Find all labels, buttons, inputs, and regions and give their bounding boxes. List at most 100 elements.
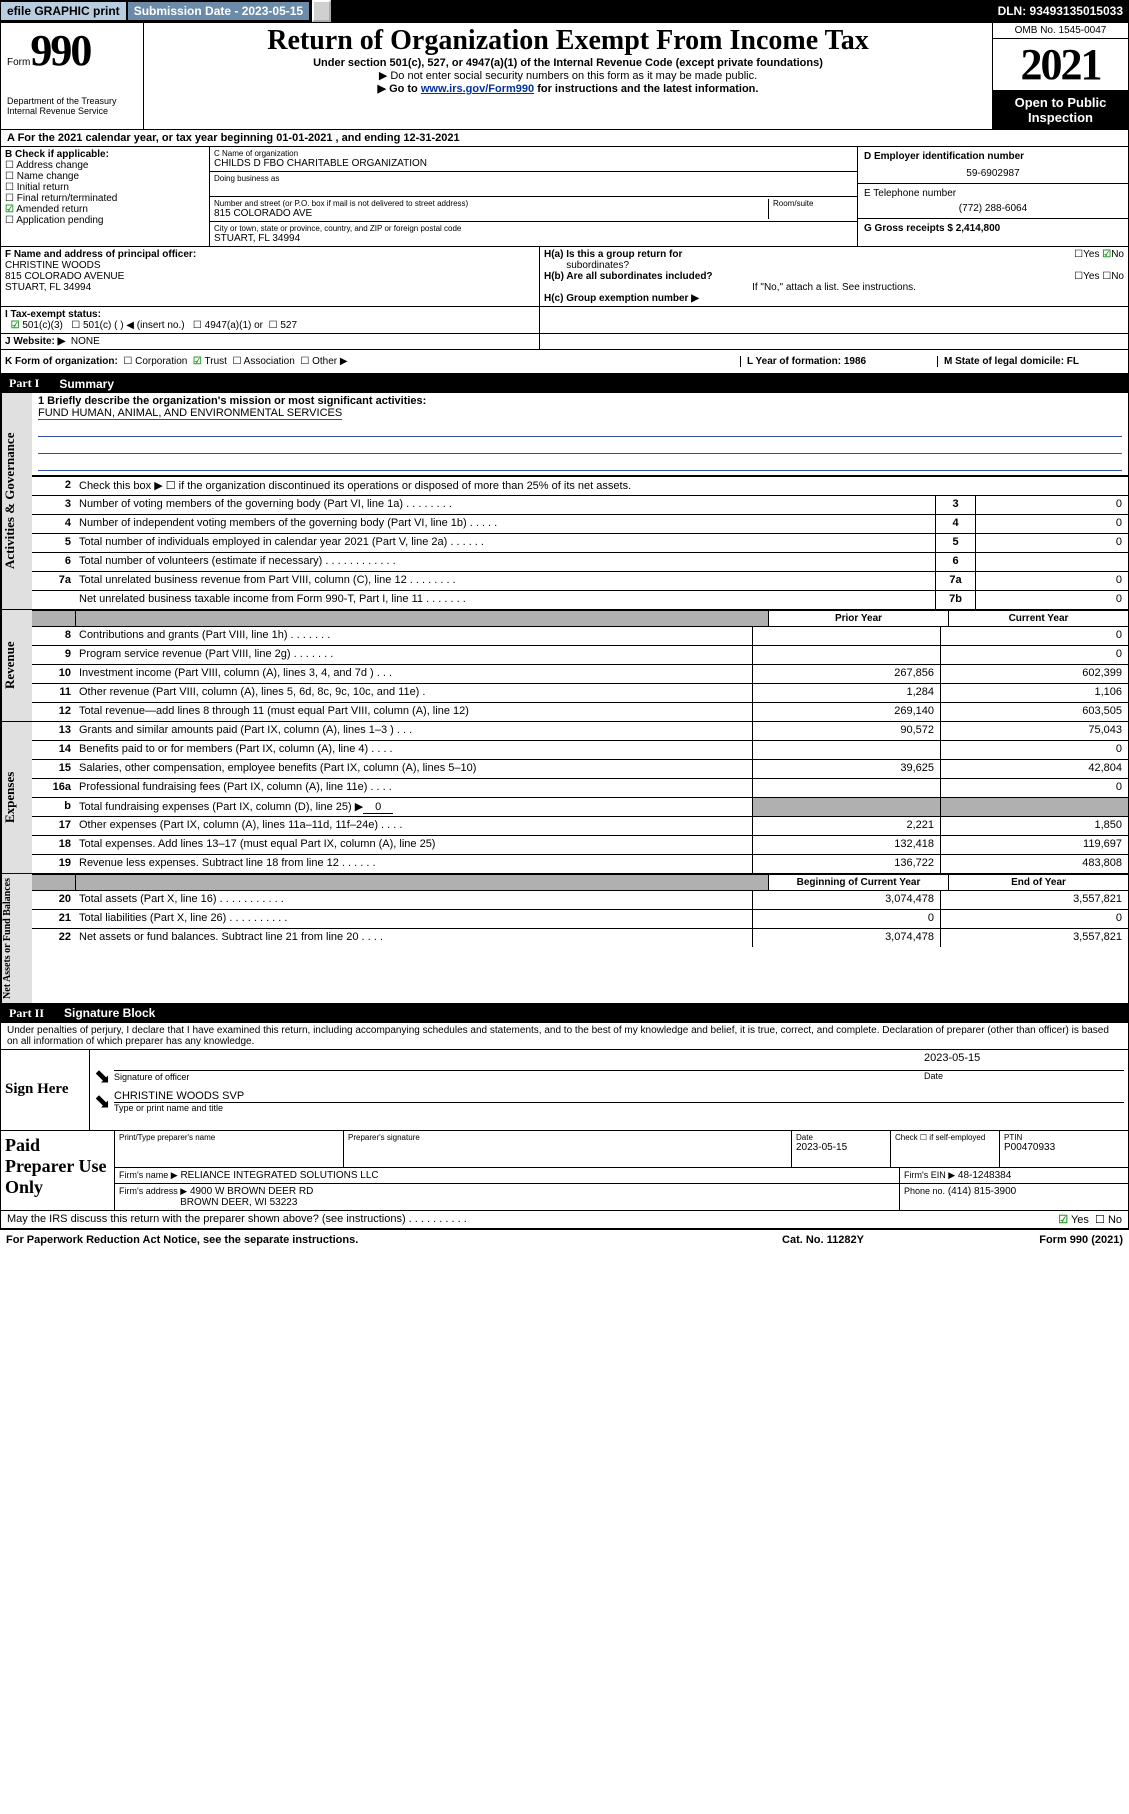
p16a bbox=[752, 779, 940, 797]
val-6 bbox=[975, 553, 1128, 571]
vlabel-netassets: Net Assets or Fund Balances bbox=[1, 874, 32, 1003]
chk-501c[interactable]: 501(c) ( ) ◀ (insert no.) bbox=[83, 320, 185, 331]
irs-link[interactable]: www.irs.gov/Form990 bbox=[421, 83, 534, 95]
row-4: Number of independent voting members of … bbox=[75, 515, 935, 533]
city-label: City or town, state or province, country… bbox=[214, 224, 853, 233]
c19: 483,808 bbox=[940, 855, 1128, 873]
submission-date: Submission Date - 2023-05-15 bbox=[127, 1, 310, 21]
p18: 132,418 bbox=[752, 836, 940, 854]
row-3: Number of voting members of the governin… bbox=[75, 496, 935, 514]
dba-label: Doing business as bbox=[214, 174, 853, 183]
row-10: Investment income (Part VIII, column (A)… bbox=[75, 665, 752, 683]
row-11: Other revenue (Part VIII, column (A), li… bbox=[75, 684, 752, 702]
phone-value: (772) 288-6064 bbox=[864, 203, 1122, 214]
chk-4947[interactable]: 4947(a)(1) or bbox=[205, 320, 263, 331]
officer-printname: CHRISTINE WOODS SVP bbox=[114, 1090, 1124, 1102]
p15: 39,625 bbox=[752, 760, 940, 778]
chk-other[interactable]: Other ▶ bbox=[312, 356, 347, 367]
hb-label: H(b) Are all subordinates included? bbox=[544, 271, 713, 282]
ha-sub: subordinates? bbox=[566, 260, 629, 271]
notice-2-pre: ▶ Go to bbox=[378, 83, 421, 95]
form-header: Form990 Department of the Treasury Inter… bbox=[1, 23, 1128, 130]
row-7a: Total unrelated business revenue from Pa… bbox=[75, 572, 935, 590]
f-label: F Name and address of principal officer: bbox=[5, 249, 196, 260]
prep-date: 2023-05-15 bbox=[796, 1142, 886, 1153]
row-18: Total expenses. Add lines 13–17 (must eq… bbox=[75, 836, 752, 854]
row-5: Total number of individuals employed in … bbox=[75, 534, 935, 552]
row-14: Benefits paid to or for members (Part IX… bbox=[75, 741, 752, 759]
discuss-q: May the IRS discuss this return with the… bbox=[7, 1213, 1058, 1226]
chk-address[interactable]: ☐ Address change bbox=[5, 160, 205, 171]
sig-date: 2023-05-15 bbox=[924, 1052, 1124, 1070]
gross-receipts: G Gross receipts $ 2,414,800 bbox=[864, 223, 1000, 234]
l-value: L Year of formation: 1986 bbox=[747, 356, 866, 367]
sig-officer-label: Signature of officer bbox=[114, 1070, 924, 1082]
penalty-text: Under penalties of perjury, I declare th… bbox=[1, 1023, 1128, 1050]
vlabel-revenue: Revenue bbox=[1, 610, 32, 721]
sign-arrow-icon: ⬊⬊ bbox=[94, 1052, 114, 1128]
top-bar: efile GRAPHIC print Submission Date - 20… bbox=[0, 0, 1129, 22]
dln-label: DLN: 93493135015033 bbox=[992, 2, 1129, 20]
p22: 3,074,478 bbox=[752, 929, 940, 947]
form-title: Return of Organization Exempt From Incom… bbox=[150, 25, 986, 57]
firm-ein-label: Firm's EIN ▶ bbox=[904, 1170, 955, 1180]
irs-label: Internal Revenue Service bbox=[7, 106, 137, 116]
p19: 136,722 bbox=[752, 855, 940, 873]
discuss-no[interactable]: No bbox=[1108, 1214, 1122, 1226]
j-label: J Website: ▶ bbox=[5, 336, 65, 347]
hb-yes[interactable]: Yes bbox=[1083, 271, 1099, 282]
firm-name: RELIANCE INTEGRATED SOLUTIONS LLC bbox=[180, 1170, 378, 1181]
p14 bbox=[752, 741, 940, 759]
website-value: NONE bbox=[71, 336, 100, 347]
ein-label: D Employer identification number bbox=[864, 151, 1024, 162]
chk-namechange[interactable]: ☐ Name change bbox=[5, 171, 205, 182]
val-16b: 0 bbox=[363, 801, 393, 814]
sig-date-label: Date bbox=[924, 1070, 1124, 1081]
hb-no[interactable]: No bbox=[1111, 271, 1124, 282]
chk-initial[interactable]: ☐ Initial return bbox=[5, 182, 205, 193]
ein-value: 59-6902987 bbox=[864, 168, 1122, 179]
p17: 2,221 bbox=[752, 817, 940, 835]
val-7a: 0 bbox=[975, 572, 1128, 590]
nav-btn[interactable] bbox=[312, 0, 331, 22]
ha-no[interactable]: No bbox=[1111, 249, 1124, 260]
row-22: Net assets or fund balances. Subtract li… bbox=[75, 929, 752, 947]
p12: 269,140 bbox=[752, 703, 940, 721]
addr-label: Number and street (or P.O. box if mail i… bbox=[214, 199, 764, 208]
room-label: Room/suite bbox=[773, 199, 853, 208]
chk-assoc[interactable]: Association bbox=[244, 356, 295, 367]
part-1-bar: Part ISummary bbox=[1, 374, 1128, 393]
chk-corp[interactable]: Corporation bbox=[135, 356, 187, 367]
hb-note: If "No," attach a list. See instructions… bbox=[544, 282, 1124, 293]
prep-name-label: Print/Type preparer's name bbox=[119, 1133, 339, 1142]
c16a: 0 bbox=[940, 779, 1128, 797]
form-label: Form bbox=[7, 57, 30, 68]
c11: 1,106 bbox=[940, 684, 1128, 702]
paid-label: Paid Preparer Use Only bbox=[1, 1131, 115, 1210]
sign-here-label: Sign Here bbox=[1, 1050, 90, 1130]
val-5: 0 bbox=[975, 534, 1128, 552]
chk-pending[interactable]: ☐ Application pending bbox=[5, 215, 205, 226]
discuss-yes[interactable]: Yes bbox=[1071, 1214, 1089, 1226]
chk-trust[interactable]: Trust bbox=[205, 356, 227, 367]
row-6: Total number of volunteers (estimate if … bbox=[75, 553, 935, 571]
mission-text: FUND HUMAN, ANIMAL, AND ENVIRONMENTAL SE… bbox=[38, 407, 342, 420]
org-city: STUART, FL 34994 bbox=[214, 233, 853, 244]
org-address: 815 COLORADO AVE bbox=[214, 208, 764, 219]
chk-amended[interactable]: ☑ Amended return bbox=[5, 204, 205, 215]
m-value: M State of legal domicile: FL bbox=[944, 356, 1079, 367]
row-16a: Professional fundraising fees (Part IX, … bbox=[75, 779, 752, 797]
chk-501c3[interactable]: 501(c)(3) bbox=[22, 320, 63, 331]
self-emp-chk[interactable]: Check ☐ if self-employed bbox=[891, 1131, 1000, 1167]
hc-label: H(c) Group exemption number ▶ bbox=[544, 293, 699, 304]
part-2-bar: Part IISignature Block bbox=[1, 1004, 1128, 1023]
c9: 0 bbox=[940, 646, 1128, 664]
efile-link[interactable]: efile GRAPHIC print bbox=[0, 1, 127, 21]
chk-final[interactable]: ☐ Final return/terminated bbox=[5, 193, 205, 204]
p13: 90,572 bbox=[752, 722, 940, 740]
mission-q: 1 Briefly describe the organization's mi… bbox=[38, 395, 426, 407]
row-7b: Net unrelated business taxable income fr… bbox=[75, 591, 935, 609]
ha-yes[interactable]: Yes bbox=[1083, 249, 1099, 260]
chk-527[interactable]: 527 bbox=[280, 320, 297, 331]
hdr-beg: Beginning of Current Year bbox=[768, 875, 948, 890]
